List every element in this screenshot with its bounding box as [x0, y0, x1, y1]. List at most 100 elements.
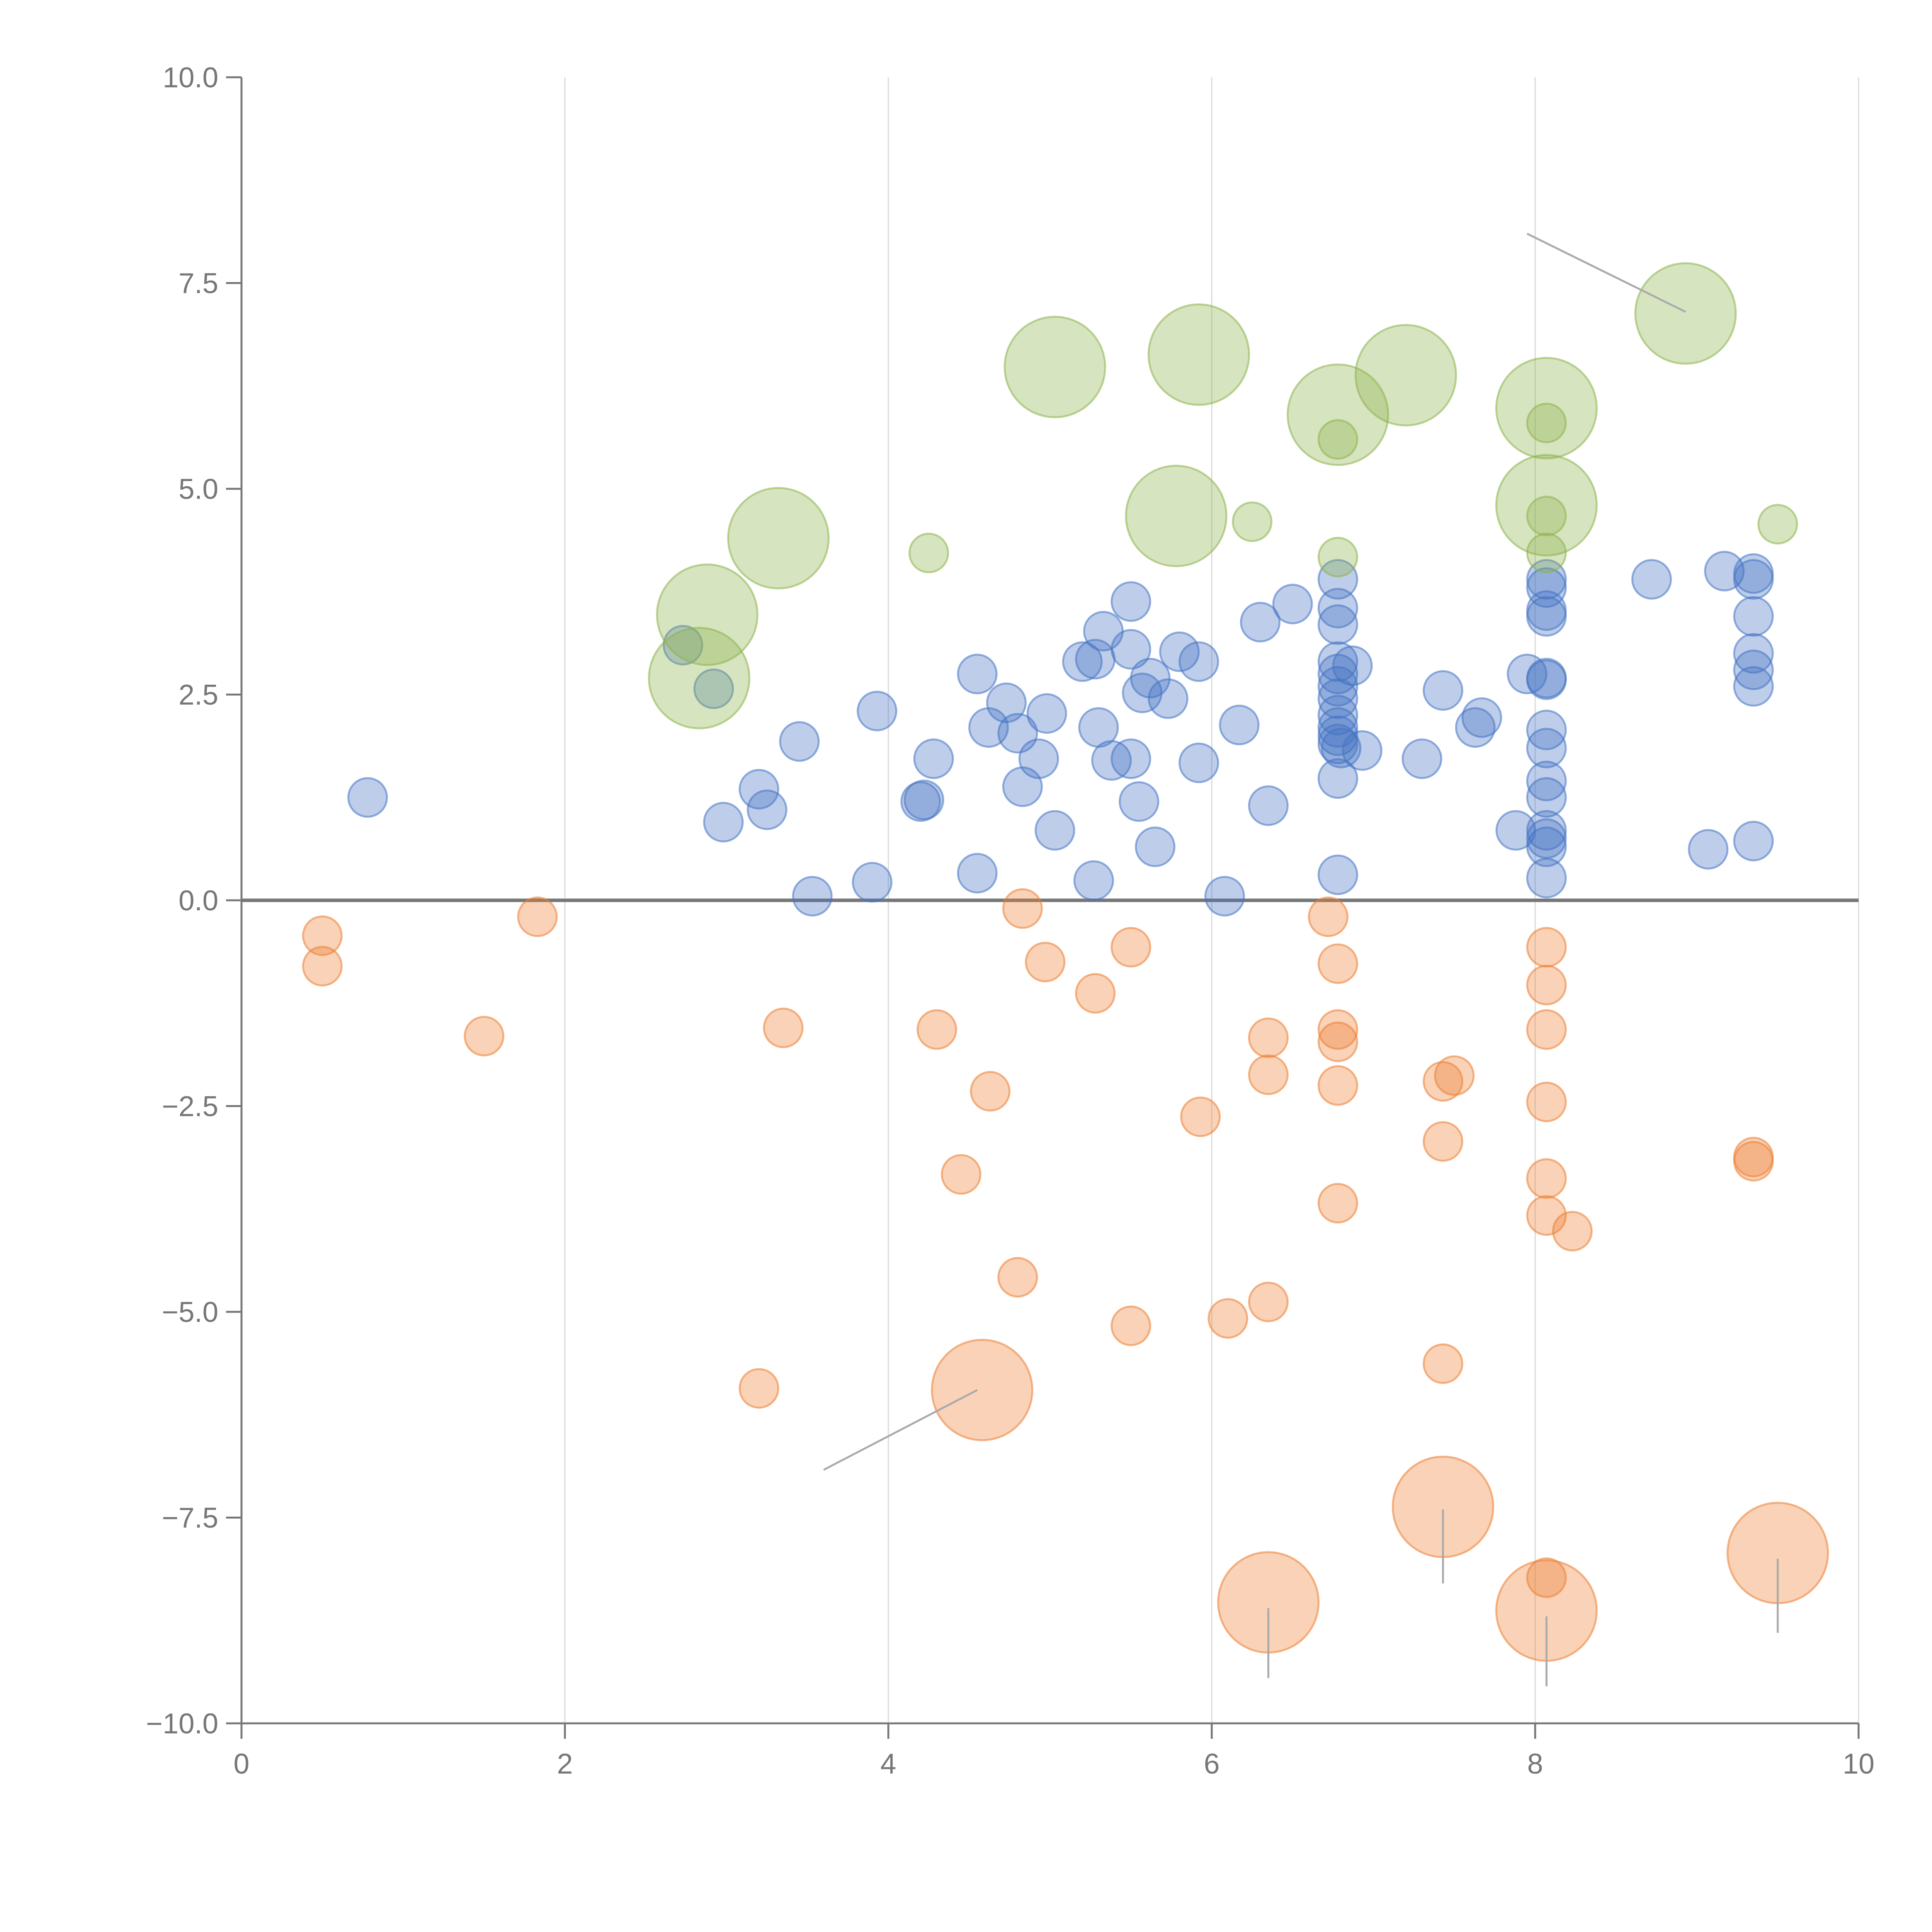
y-tick-label: 0.0 [179, 884, 218, 917]
orange-data-point [1434, 1055, 1475, 1096]
leader-lines [823, 233, 1779, 1687]
blue-data-point [1317, 604, 1358, 645]
blue-data-point [1148, 678, 1189, 719]
blue-data-point [1526, 857, 1567, 898]
blue-data-point [986, 682, 1027, 723]
blue-data-point [1219, 704, 1260, 745]
blue-data-point [1526, 596, 1567, 637]
blue-data-point [1321, 728, 1362, 769]
orange-data-point [1317, 1021, 1358, 1062]
blue-data-point [1526, 659, 1567, 700]
blue-data-point [1342, 730, 1383, 771]
blue-data-point [1240, 602, 1281, 643]
orange-data-point [517, 896, 558, 937]
green-data-point [727, 487, 830, 590]
blue-data-point [903, 779, 944, 820]
blue-data-point [957, 853, 998, 894]
x-tick-label: 10 [1843, 1748, 1874, 1780]
orange-data-point [1025, 942, 1066, 983]
green-data-point [1495, 454, 1598, 557]
y-tick-label: 5.0 [179, 473, 218, 505]
orange-data-point [940, 1154, 981, 1195]
orange-data-point [1248, 1054, 1289, 1095]
blue-data-point [1526, 827, 1567, 867]
orange-data-point [997, 1257, 1038, 1298]
y-tick-label: 2.5 [179, 679, 218, 711]
blue-data-point [1526, 728, 1567, 769]
blue-data-point [1317, 588, 1358, 629]
blue-data-point [1733, 633, 1774, 674]
blue-data-point [1159, 631, 1200, 672]
green-data-point [908, 532, 949, 573]
blue-data-point [1526, 810, 1567, 851]
blue-data-point [779, 721, 820, 762]
green-data-point [1526, 532, 1567, 573]
orange-data-point [1317, 1009, 1358, 1050]
blue-data-point [1317, 641, 1358, 682]
green-data-point [1495, 357, 1598, 459]
orange-data-point [1317, 1065, 1358, 1106]
blue-data-point [1733, 821, 1774, 862]
green-data-point [1148, 303, 1250, 406]
x-tick-label: 0 [233, 1748, 249, 1780]
blue-data-point [1461, 697, 1502, 738]
orange-data-point [1248, 1281, 1289, 1322]
orange-data-point [1111, 927, 1151, 968]
orange-data-point [738, 1368, 779, 1409]
blue-data-point [1111, 629, 1151, 670]
blue-data-point [1179, 641, 1219, 682]
x-tick-label: 2 [557, 1748, 573, 1780]
green-data-point [1634, 262, 1737, 365]
orange-data-point [1526, 1009, 1567, 1050]
orange-data-point [763, 1007, 804, 1048]
green-data-point [1317, 419, 1358, 460]
blue-data-point [1018, 738, 1059, 779]
orange-data-point [1317, 1183, 1358, 1224]
orange-data-point [1308, 896, 1349, 937]
blue-data-point [1317, 854, 1358, 895]
orange-data-point [1075, 973, 1116, 1014]
blue-data-point [703, 802, 744, 843]
blue-data-point [1401, 738, 1442, 779]
orange-data-point [1111, 1305, 1151, 1346]
orange-data-point [1002, 888, 1043, 929]
blue-data-point [1733, 596, 1774, 637]
green-data-point [1317, 537, 1358, 578]
x-tick-label: 4 [880, 1748, 896, 1780]
data-points [302, 262, 1829, 1662]
axes [226, 76, 1860, 1739]
orange-data-point [970, 1071, 1011, 1112]
y-tick-label: −10.0 [146, 1708, 218, 1740]
orange-data-point [1317, 943, 1358, 984]
blue-data-point [857, 690, 898, 731]
y-tick-label: −2.5 [162, 1090, 218, 1122]
orange-data-point [1422, 1343, 1463, 1384]
blue-data-point [792, 876, 833, 917]
blue-data-point [1248, 785, 1289, 826]
green-data-point [1526, 495, 1567, 536]
orange-data-point [1248, 1017, 1289, 1058]
blue-data-point [1733, 559, 1774, 600]
blue-data-point [1422, 670, 1463, 711]
blue-data-point [1317, 695, 1358, 736]
green-data-point [1757, 504, 1798, 545]
blue-data-point [1332, 645, 1373, 686]
blue-data-point [1026, 693, 1067, 734]
blue-data-point [1526, 777, 1567, 818]
orange-data-point [1526, 1082, 1567, 1122]
blue-data-point [1034, 810, 1075, 851]
blue-data-point [1130, 658, 1171, 699]
blue-data-point [852, 862, 893, 903]
green-data-point [656, 563, 759, 666]
blue-data-point [913, 738, 954, 779]
y-tick-label: −5.0 [162, 1296, 218, 1328]
y-tick-label: 7.5 [179, 267, 218, 299]
annotation-leader-line [1526, 233, 1686, 313]
blue-data-point [747, 789, 787, 830]
blue-data-point [1733, 650, 1774, 690]
blue-data-point [1135, 827, 1176, 867]
blue-data-point [1526, 760, 1567, 801]
blue-data-point [1526, 709, 1567, 750]
blue-data-point [693, 668, 734, 709]
